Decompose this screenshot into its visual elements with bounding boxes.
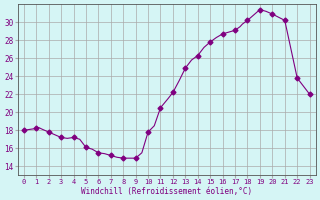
X-axis label: Windchill (Refroidissement éolien,°C): Windchill (Refroidissement éolien,°C): [81, 187, 252, 196]
